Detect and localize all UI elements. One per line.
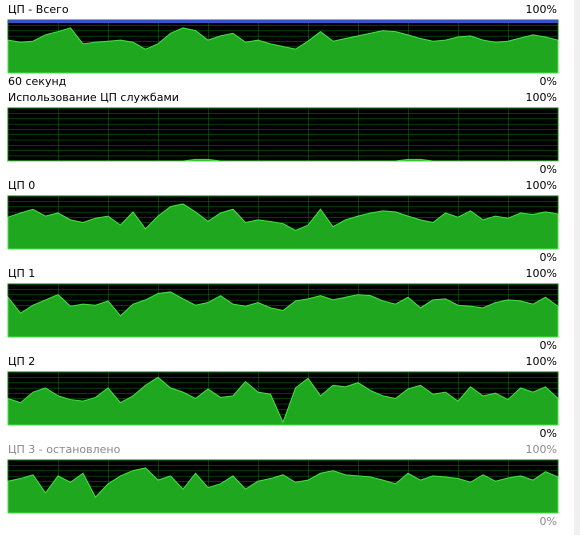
y-tick-label: 100% xyxy=(526,3,557,16)
y-tick-label: 100% xyxy=(526,267,557,280)
graph-title: ЦП 3 - остановлено xyxy=(8,443,121,456)
graph-title: ЦП 0 xyxy=(8,179,35,192)
y-tick-label: 0% xyxy=(540,515,557,528)
cpu-area xyxy=(7,467,559,514)
cpu-area xyxy=(7,203,559,250)
graph-title: ЦП 1 xyxy=(8,267,35,280)
y-tick-label: 0% xyxy=(540,75,557,88)
scroll-edge xyxy=(574,0,580,535)
x-axis-label: 60 секунд xyxy=(8,75,67,88)
cpu-area xyxy=(7,376,559,426)
y-tick-label: 100% xyxy=(526,443,557,456)
cpu-area xyxy=(7,291,559,338)
y-tick-label: 100% xyxy=(526,179,557,192)
y-tick-label: 0% xyxy=(540,163,557,176)
cpu-area xyxy=(7,27,559,74)
graph-title: ЦП 2 xyxy=(8,355,35,368)
graph-title: ЦП - Всего xyxy=(8,3,69,16)
ceiling-line xyxy=(8,20,558,23)
y-tick-label: 0% xyxy=(540,427,557,440)
y-tick-label: 0% xyxy=(540,251,557,264)
y-tick-label: 100% xyxy=(526,91,557,104)
y-tick-label: 0% xyxy=(540,339,557,352)
graph-background xyxy=(7,107,559,162)
graph-title: Использование ЦП службами xyxy=(8,91,179,104)
cpu-area xyxy=(8,158,558,162)
y-tick-label: 100% xyxy=(526,355,557,368)
